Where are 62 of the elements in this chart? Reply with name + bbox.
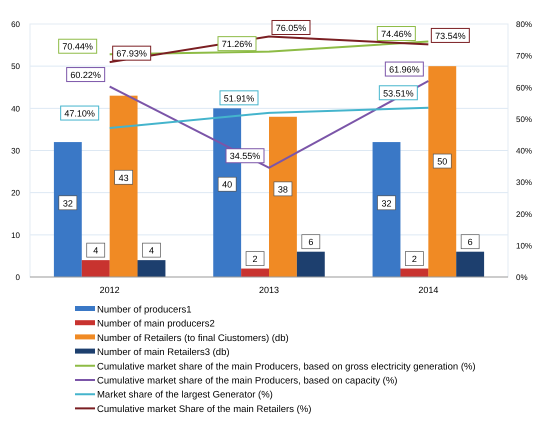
data-label: 6 xyxy=(468,237,473,248)
data-label: 50 xyxy=(437,156,448,167)
data-label: 6 xyxy=(308,237,314,248)
data-label: 47.10% xyxy=(64,108,95,119)
data-label: 51.91% xyxy=(224,93,254,104)
bar xyxy=(82,260,110,277)
data-label: 40 xyxy=(222,180,232,190)
data-label: 32 xyxy=(62,198,73,208)
legend-label: Number of main producers2 xyxy=(97,318,215,330)
y-tick-label: 50 xyxy=(11,62,21,72)
bar xyxy=(400,268,428,277)
data-label: 2 xyxy=(252,254,258,264)
y2-tick-label: 60% xyxy=(516,83,532,92)
data-label: 4 xyxy=(148,246,154,256)
legend-label: Number of Retailers (to final Ciustomers) (db) xyxy=(97,332,289,344)
legend-label: Number of main Retailers3 (db) xyxy=(97,347,230,358)
data-label: 67.93% xyxy=(116,48,147,59)
legend-label: Cumulative market share of the main Producers, based on gross electricity generation (%) xyxy=(97,361,476,372)
data-label: 73.54% xyxy=(435,30,466,41)
bar xyxy=(428,66,456,277)
x-tick-label: 2013 xyxy=(258,285,280,295)
y2-tick-label: 70% xyxy=(516,52,532,61)
data-label: 70.44% xyxy=(62,42,93,52)
x-tick-label: 2014 xyxy=(418,285,438,295)
legend-label: Cumulative market Share of the main Retailers (%) xyxy=(97,404,312,415)
data-label: 71.26% xyxy=(222,39,252,50)
y2-tick-label: 10% xyxy=(516,241,532,250)
bar xyxy=(138,260,166,277)
bar xyxy=(372,142,400,277)
data-label: 76.05% xyxy=(276,22,306,33)
y2-tick-label: 0% xyxy=(516,273,528,282)
legend-label: Market share of the largest Generator (%) xyxy=(97,390,273,401)
y2-tick-label: 40% xyxy=(516,146,532,156)
y-tick-label: 10 xyxy=(11,230,21,240)
y2-tick-label: 20% xyxy=(516,210,532,219)
x-tick-label: 2012 xyxy=(100,285,120,295)
data-label: 61.96% xyxy=(389,64,420,75)
y-tick-label: 20 xyxy=(11,188,21,198)
data-label: 4 xyxy=(93,246,98,256)
data-label: 2 xyxy=(412,254,417,264)
y2-tick-label: 50% xyxy=(516,114,532,124)
bar xyxy=(269,116,297,277)
bar xyxy=(241,268,269,277)
y-tick-label: 0 xyxy=(16,273,21,282)
data-label: 34.55% xyxy=(230,151,260,162)
data-label: 74.46% xyxy=(381,29,412,40)
y-tick-label: 30 xyxy=(11,146,21,156)
data-label: 38 xyxy=(278,184,288,194)
legend-label: Number of producers1 xyxy=(97,304,192,316)
y-tick-label: 40 xyxy=(11,104,21,114)
bar xyxy=(296,252,325,277)
legend-label: Cumulative market share of the main Producers, based on capacity (%) xyxy=(97,376,398,386)
y2-tick-label: 80% xyxy=(516,20,532,29)
data-label: 32 xyxy=(382,198,392,208)
bar xyxy=(110,96,138,277)
data-label: 53.51% xyxy=(383,88,414,98)
bar xyxy=(456,252,484,277)
bar xyxy=(54,142,82,277)
y2-tick-label: 30% xyxy=(516,178,532,188)
data-label: 60.22% xyxy=(70,70,101,80)
data-label: 43 xyxy=(118,172,129,183)
y-tick-label: 60 xyxy=(11,20,21,29)
